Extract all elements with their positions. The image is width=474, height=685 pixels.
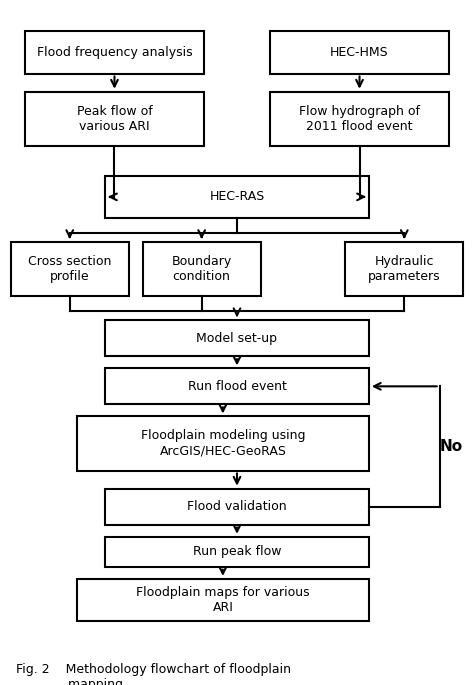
FancyBboxPatch shape	[105, 537, 369, 566]
Text: Floodplain modeling using
ArcGIS/HEC-GeoRAS: Floodplain modeling using ArcGIS/HEC-Geo…	[141, 429, 305, 458]
FancyBboxPatch shape	[105, 176, 369, 218]
Text: Model set-up: Model set-up	[197, 332, 277, 345]
Text: HEC-RAS: HEC-RAS	[210, 190, 264, 203]
Text: Flood validation: Flood validation	[187, 500, 287, 513]
Text: Peak flow of
various ARI: Peak flow of various ARI	[77, 105, 152, 133]
Text: Hydraulic
parameters: Hydraulic parameters	[368, 255, 441, 283]
FancyBboxPatch shape	[105, 320, 369, 356]
FancyBboxPatch shape	[105, 369, 369, 404]
Text: Run peak flow: Run peak flow	[193, 545, 281, 558]
Text: Flood frequency analysis: Flood frequency analysis	[36, 46, 192, 59]
FancyBboxPatch shape	[77, 416, 369, 471]
Text: Run flood event: Run flood event	[188, 380, 286, 393]
Text: HEC-HMS: HEC-HMS	[330, 46, 389, 59]
Text: Fig. 2    Methodology flowchart of floodplain
             mapping: Fig. 2 Methodology flowchart of floodpla…	[16, 663, 291, 685]
FancyBboxPatch shape	[346, 242, 463, 296]
FancyBboxPatch shape	[105, 488, 369, 525]
Text: Cross section
profile: Cross section profile	[28, 255, 111, 283]
FancyBboxPatch shape	[270, 92, 449, 146]
FancyBboxPatch shape	[11, 242, 128, 296]
Text: Floodplain maps for various
ARI: Floodplain maps for various ARI	[136, 586, 310, 614]
FancyBboxPatch shape	[143, 242, 261, 296]
FancyBboxPatch shape	[25, 92, 204, 146]
FancyBboxPatch shape	[25, 32, 204, 73]
Text: No: No	[440, 439, 463, 454]
Text: Boundary
condition: Boundary condition	[172, 255, 232, 283]
FancyBboxPatch shape	[77, 579, 369, 621]
FancyBboxPatch shape	[270, 32, 449, 73]
Text: Flow hydrograph of
2011 flood event: Flow hydrograph of 2011 flood event	[299, 105, 420, 133]
